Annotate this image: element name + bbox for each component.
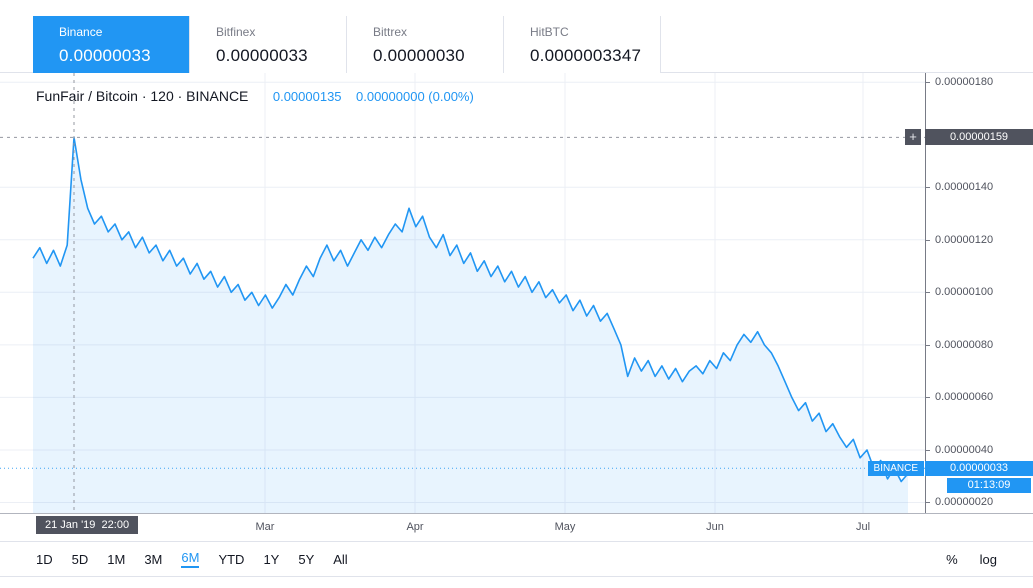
y-axis-tick-mark: [926, 396, 930, 398]
y-axis-tick-mark: [926, 81, 930, 83]
legend-change-value: 0.00000000 (0.00%): [356, 89, 474, 104]
y-axis-tick-label: 0.00000040: [926, 444, 993, 456]
x-axis-tick-label: May: [554, 521, 576, 533]
y-axis-tick-mark: [926, 239, 930, 241]
x-axis-tick-label: Jun: [706, 521, 724, 533]
y-axis-tick-mark: [926, 291, 930, 293]
y-axis-tick-label: 0.00000100: [926, 286, 993, 298]
tab-exchange-name: Binance: [59, 25, 103, 39]
time-axis[interactable]: Mar Apr May Jun Jul: [0, 513, 1033, 541]
tab-bitfinex[interactable]: Bitfinex 0.00000033: [190, 16, 347, 73]
crosshair-price-badge: 0.00000159: [925, 129, 1033, 145]
x-axis-tick-label: Apr: [406, 521, 424, 533]
crosshair-plus-button[interactable]: +: [905, 129, 921, 145]
chart-legend: FunFair / Bitcoin · 120 · BINANCE 0.0000…: [36, 88, 474, 106]
y-axis-tick-label: 0.00000140: [926, 181, 993, 193]
y-axis-tick-label: 0.00000020: [926, 496, 993, 508]
y-axis-tick-mark: [926, 344, 930, 346]
range-button-6m[interactable]: 6M: [181, 550, 200, 568]
last-price-exchange-flag: BINANCE: [867, 461, 924, 476]
x-axis-tick-label: Mar: [255, 521, 275, 533]
y-axis-tick-label: 0.00000080: [926, 339, 993, 351]
tab-bittrex[interactable]: Bittrex 0.00000030: [347, 16, 504, 73]
y-axis-tick-label: 0.00000060: [926, 391, 993, 403]
tab-exchange-price: 0.00000030: [373, 46, 465, 65]
last-price-badge: 0.00000033: [925, 461, 1033, 476]
tab-hitbtc[interactable]: HitBTC 0.0000003347: [504, 16, 661, 73]
bar-countdown-badge: 01:13:09: [947, 478, 1031, 493]
percent-scale-button[interactable]: %: [946, 551, 958, 567]
range-button-3m[interactable]: 3M: [144, 551, 163, 567]
range-button-ytd[interactable]: YTD: [218, 551, 245, 567]
y-axis-tick-mark: [926, 186, 930, 188]
bottom-toolbar: 1D 5D 1M 3M 6M YTD 1Y 5Y All % log: [0, 541, 1033, 577]
range-button-all[interactable]: All: [333, 551, 348, 567]
range-button-1d[interactable]: 1D: [36, 551, 53, 567]
price-axis[interactable]: 0.00000180 0.00000140 0.00000120 0.00000100…: [925, 73, 1033, 541]
x-axis-tick-label: Jul: [855, 521, 871, 533]
range-button-1m[interactable]: 1M: [107, 551, 126, 567]
tab-exchange-name: Bitfinex: [216, 25, 256, 39]
tab-binance[interactable]: Binance 0.00000033: [33, 16, 190, 73]
tab-exchange-price: 0.00000033: [59, 46, 151, 65]
log-scale-button[interactable]: log: [979, 551, 997, 567]
tab-exchange-name: HitBTC: [530, 25, 569, 39]
exchange-tabs-header: Binance 0.00000033 Bitfinex 0.00000033 B…: [0, 0, 1033, 73]
range-button-5y[interactable]: 5Y: [298, 551, 315, 567]
symbol-title: FunFair / Bitcoin · 120 · BINANCE: [36, 88, 249, 104]
range-button-1y[interactable]: 1Y: [263, 551, 280, 567]
legend-last-value: 0.00000135: [272, 89, 342, 104]
y-axis-tick-mark: [926, 449, 930, 451]
chart-pane[interactable]: [0, 73, 925, 513]
tab-exchange-price: 0.00000033: [216, 46, 308, 65]
tab-exchange-price: 0.0000003347: [530, 46, 642, 65]
price-area-chart[interactable]: [0, 73, 925, 513]
range-button-5d[interactable]: 5D: [71, 551, 89, 567]
tab-exchange-name: Bittrex: [373, 25, 408, 39]
crosshair-time-badge: 21 Jan '19 22:00: [36, 516, 139, 534]
y-axis-tick-mark: [926, 501, 930, 503]
y-axis-tick-label: 0.00000120: [926, 234, 993, 246]
y-axis-tick-label: 0.00000180: [926, 76, 993, 88]
